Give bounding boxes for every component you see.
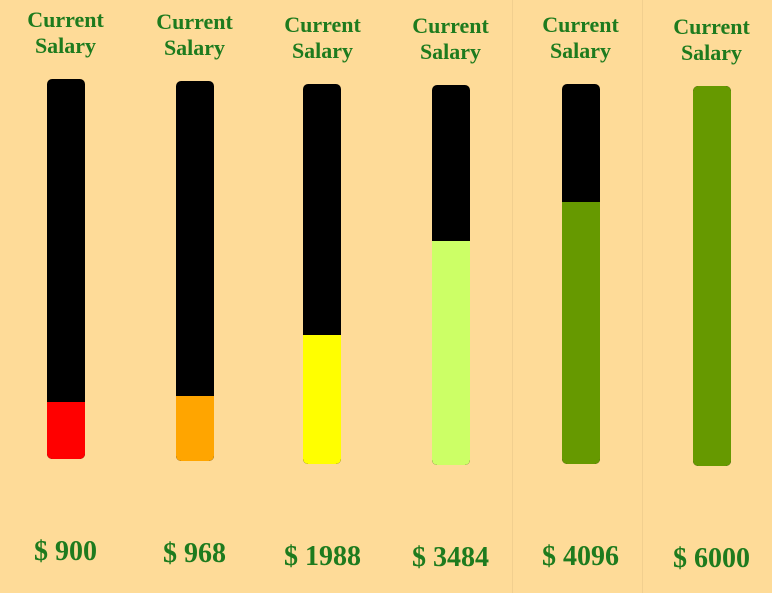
gauge-fill	[693, 86, 731, 466]
column-divider	[642, 0, 643, 593]
gauge-fill	[176, 396, 214, 461]
salary-gauge: Current Salary $ 4096	[516, 0, 645, 593]
gauge-track	[562, 84, 600, 464]
gauge-title: Current Salary	[673, 14, 750, 65]
salary-amount: $ 6000	[673, 543, 750, 574]
salary-amount: $ 3484	[412, 542, 489, 573]
gauge-title: Current Salary	[412, 13, 489, 64]
gauge-track	[432, 85, 470, 465]
gauge-fill	[432, 240, 470, 465]
gauge-fill	[47, 402, 85, 459]
gauge-track	[693, 86, 731, 466]
salary-gauge: Current Salary $ 900	[1, 0, 130, 593]
gauge-title: Current Salary	[27, 7, 104, 58]
salary-gauge: Current Salary $ 968	[130, 0, 259, 593]
gauge-title: Current Salary	[542, 12, 619, 63]
gauge-track	[303, 84, 341, 464]
gauge-fill	[562, 201, 600, 464]
column-divider	[512, 0, 513, 593]
salary-amount: $ 1988	[284, 541, 361, 572]
salary-amount: $ 4096	[542, 541, 619, 572]
gauge-title: Current Salary	[156, 9, 233, 60]
salary-gauge: Current Salary $ 3484	[386, 0, 515, 593]
salary-gauge: Current Salary $ 6000	[647, 0, 772, 593]
gauge-track	[47, 79, 85, 459]
gauge-track	[176, 81, 214, 461]
salary-gauge: Current Salary $ 1988	[258, 0, 387, 593]
salary-amount: $ 968	[163, 538, 226, 569]
gauge-title: Current Salary	[284, 12, 361, 63]
gauge-fill	[303, 334, 341, 464]
salary-amount: $ 900	[34, 536, 97, 567]
